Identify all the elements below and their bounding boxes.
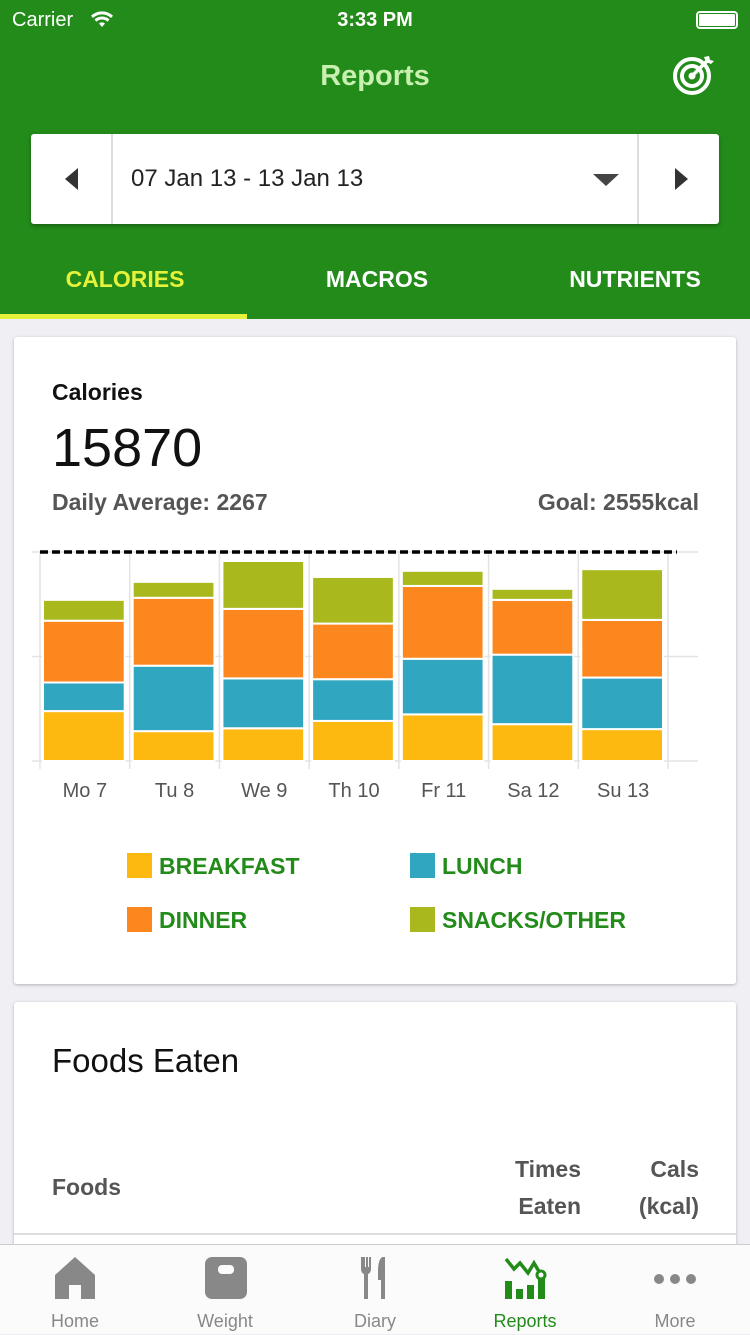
tab-calories[interactable]: CALORIES: [0, 240, 250, 319]
bar-segment: [580, 676, 664, 731]
calories-label: Calories: [52, 379, 143, 405]
legend-label: LUNCH: [442, 853, 523, 879]
col-times-eaten: Times Eaten: [515, 1151, 581, 1225]
bar-segment: [131, 664, 216, 733]
report-tabs: CALORIES MACROS NUTRIENTS: [0, 240, 750, 319]
col-cals-line1: Cals: [650, 1156, 699, 1182]
tab-macros[interactable]: MACROS: [325, 266, 429, 292]
tabbar-reports[interactable]: Reports: [450, 1245, 600, 1335]
previous-week-button[interactable]: [31, 134, 113, 224]
calories-chart: Mo 7 Tu 8 We 9 Th 10 Fr 11 Sa 12 Su 13: [32, 550, 698, 802]
header: Carrier 3:33 PM Reports 07 Jan 13 - 13 J…: [0, 0, 750, 319]
calorie-goal: Goal: 2555kcal: [537, 489, 699, 515]
bar-segment: [580, 728, 664, 762]
legend-label: BREAKFAST: [159, 853, 300, 879]
page-title: Reports: [320, 60, 430, 92]
divider: [14, 1233, 736, 1235]
x-tick-label: Su 13: [597, 780, 649, 802]
legend-swatch: [127, 853, 152, 878]
target-icon[interactable]: [672, 54, 714, 96]
legend-lunch: LUNCH: [410, 853, 523, 879]
bar-segment: [490, 723, 575, 762]
tabbar-label: Diary: [353, 1311, 396, 1331]
clock: 3:33 PM: [337, 9, 413, 31]
bar-segment: [42, 598, 126, 622]
date-range-value: 07 Jan 13 - 13 Jan 13: [131, 165, 364, 192]
foods-eaten-title: Foods Eaten: [52, 1042, 240, 1079]
x-tick-label: Fr 11: [421, 780, 466, 802]
bar-segment: [490, 653, 575, 726]
tabbar-more[interactable]: More: [600, 1245, 750, 1335]
legend-swatch: [410, 907, 435, 932]
status-bar: Carrier 3:33 PM: [0, 0, 750, 40]
bar-segment: [221, 677, 306, 730]
tabbar-diary[interactable]: Diary: [300, 1245, 450, 1335]
col-foods: Foods: [52, 1174, 121, 1200]
tab-nutrients[interactable]: NUTRIENTS: [569, 266, 701, 292]
col-times-line1: Times: [514, 1156, 581, 1182]
bar-segment: [221, 559, 306, 610]
bar-segment: [490, 598, 575, 656]
legend-snacks: SNACKS/OTHER: [410, 907, 626, 933]
wifi-icon: [91, 11, 113, 27]
tab-bar: Home Weight Diary Reports More: [0, 1244, 750, 1334]
chevron-right-icon: [675, 168, 688, 190]
date-range-selector: 07 Jan 13 - 13 Jan 13: [31, 134, 719, 224]
bar-segment: [131, 580, 216, 599]
legend-label: SNACKS/OTHER: [442, 907, 627, 933]
col-cals-line2: (kcal): [638, 1193, 699, 1219]
legend-label: DINNER: [159, 907, 248, 933]
next-week-button[interactable]: [637, 134, 719, 224]
bar-segment: [131, 596, 216, 667]
tabbar-label: More: [654, 1311, 696, 1331]
calories-total: 15870: [52, 418, 203, 478]
chevron-left-icon: [65, 168, 78, 190]
carrier: Carrier: [12, 9, 74, 31]
bar-segment: [580, 568, 664, 621]
scale-icon: [205, 1257, 247, 1299]
bar-segment: [400, 713, 485, 763]
bar-segment: [221, 607, 306, 680]
x-tick-label: Mo 7: [63, 780, 107, 802]
bar-segment: [400, 657, 485, 716]
more-icon: [654, 1274, 696, 1284]
reports-icon: [504, 1257, 547, 1299]
home-icon: [55, 1257, 95, 1299]
tabbar-label: Home: [50, 1311, 99, 1331]
x-tick-label: We 9: [241, 780, 287, 802]
foods-eaten-card: Foods Eaten Foods Times Eaten Cals (kcal): [14, 1002, 736, 1262]
calories-card: Calories 15870 Daily Average: 2267 Goal:…: [14, 337, 736, 984]
col-times-line2: Eaten: [518, 1193, 581, 1219]
legend-breakfast: BREAKFAST: [127, 853, 300, 879]
chevron-down-icon: [593, 174, 619, 186]
bar-segment: [311, 622, 395, 681]
tabbar-label: Weight: [197, 1311, 253, 1331]
fork-knife-icon: [361, 1257, 385, 1299]
bar-segment: [400, 584, 485, 660]
legend-swatch: [127, 907, 152, 932]
bar-segment: [221, 727, 306, 763]
bar-segment: [131, 730, 216, 762]
bar-segment: [311, 575, 395, 625]
x-tick-label: Th 10: [328, 780, 379, 802]
daily-average: Daily Average: 2267: [52, 489, 268, 515]
tabbar-label: Reports: [493, 1311, 557, 1331]
bar-segment: [580, 618, 664, 679]
tabbar-weight[interactable]: Weight: [150, 1245, 300, 1335]
battery-icon: [696, 11, 738, 29]
bar-segment: [42, 681, 126, 713]
bar-segment: [311, 678, 395, 722]
bar-segment: [400, 569, 485, 587]
x-tick-label: Sa 12: [507, 780, 559, 802]
col-cals: Cals (kcal): [639, 1151, 699, 1225]
legend-swatch: [410, 853, 435, 878]
tabbar-home[interactable]: Home: [0, 1245, 150, 1335]
bar-segment: [42, 619, 126, 684]
bar-segment: [311, 719, 395, 763]
bar-segment: [42, 710, 126, 763]
legend-dinner: DINNER: [127, 907, 247, 933]
x-tick-label: Tu 8: [155, 780, 194, 802]
bar-segment: [490, 587, 575, 601]
